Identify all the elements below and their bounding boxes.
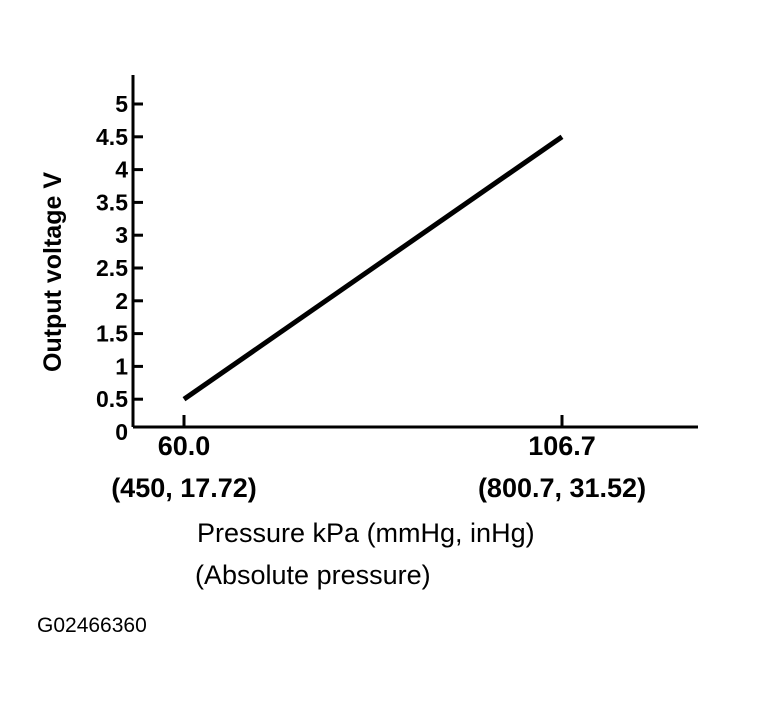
series-group xyxy=(182,134,564,402)
y-tick-label: 0.5 xyxy=(96,386,128,412)
x-tick-label: 60.0 xyxy=(158,431,211,461)
y-tick-label: 1.5 xyxy=(96,321,128,347)
figure-id: G02466360 xyxy=(37,614,147,637)
y-tick-label: 2 xyxy=(115,288,128,314)
y-tick-label: 3.5 xyxy=(96,189,128,215)
y-tick-label: 5 xyxy=(115,91,128,117)
y-tick-label: 1 xyxy=(115,353,128,379)
y-axis: 0 0.5 1 1.5 2 2.5 3 3.5 4 4.5 5 xyxy=(96,75,143,445)
series-line xyxy=(182,134,564,402)
x-tick-label: (450, 17.72) xyxy=(111,473,257,503)
y-axis-title: Output voltage V xyxy=(39,172,67,372)
x-tick-label: (800.7, 31.52) xyxy=(478,473,646,503)
x-axis: 60.0 (450, 17.72) 106.7 (800.7, 31.52) xyxy=(111,415,698,503)
y-tick-label: 4 xyxy=(115,157,128,183)
y-tick-label: 2.5 xyxy=(96,255,128,281)
y-tick-label: 0 xyxy=(115,419,128,445)
y-tick-label: 4.5 xyxy=(96,124,128,150)
y-ticks: 0 0.5 1 1.5 2 2.5 3 3.5 4 4.5 5 xyxy=(96,91,143,445)
x-tick-label: 106.7 xyxy=(528,431,596,461)
x-axis-title-line-1: Pressure kPa (mmHg, inHg) xyxy=(197,518,535,548)
x-axis-title-line-2: (Absolute pressure) xyxy=(195,560,431,590)
x-ticks: 60.0 (450, 17.72) 106.7 (800.7, 31.52) xyxy=(111,415,646,503)
y-tick-label: 3 xyxy=(115,222,128,248)
